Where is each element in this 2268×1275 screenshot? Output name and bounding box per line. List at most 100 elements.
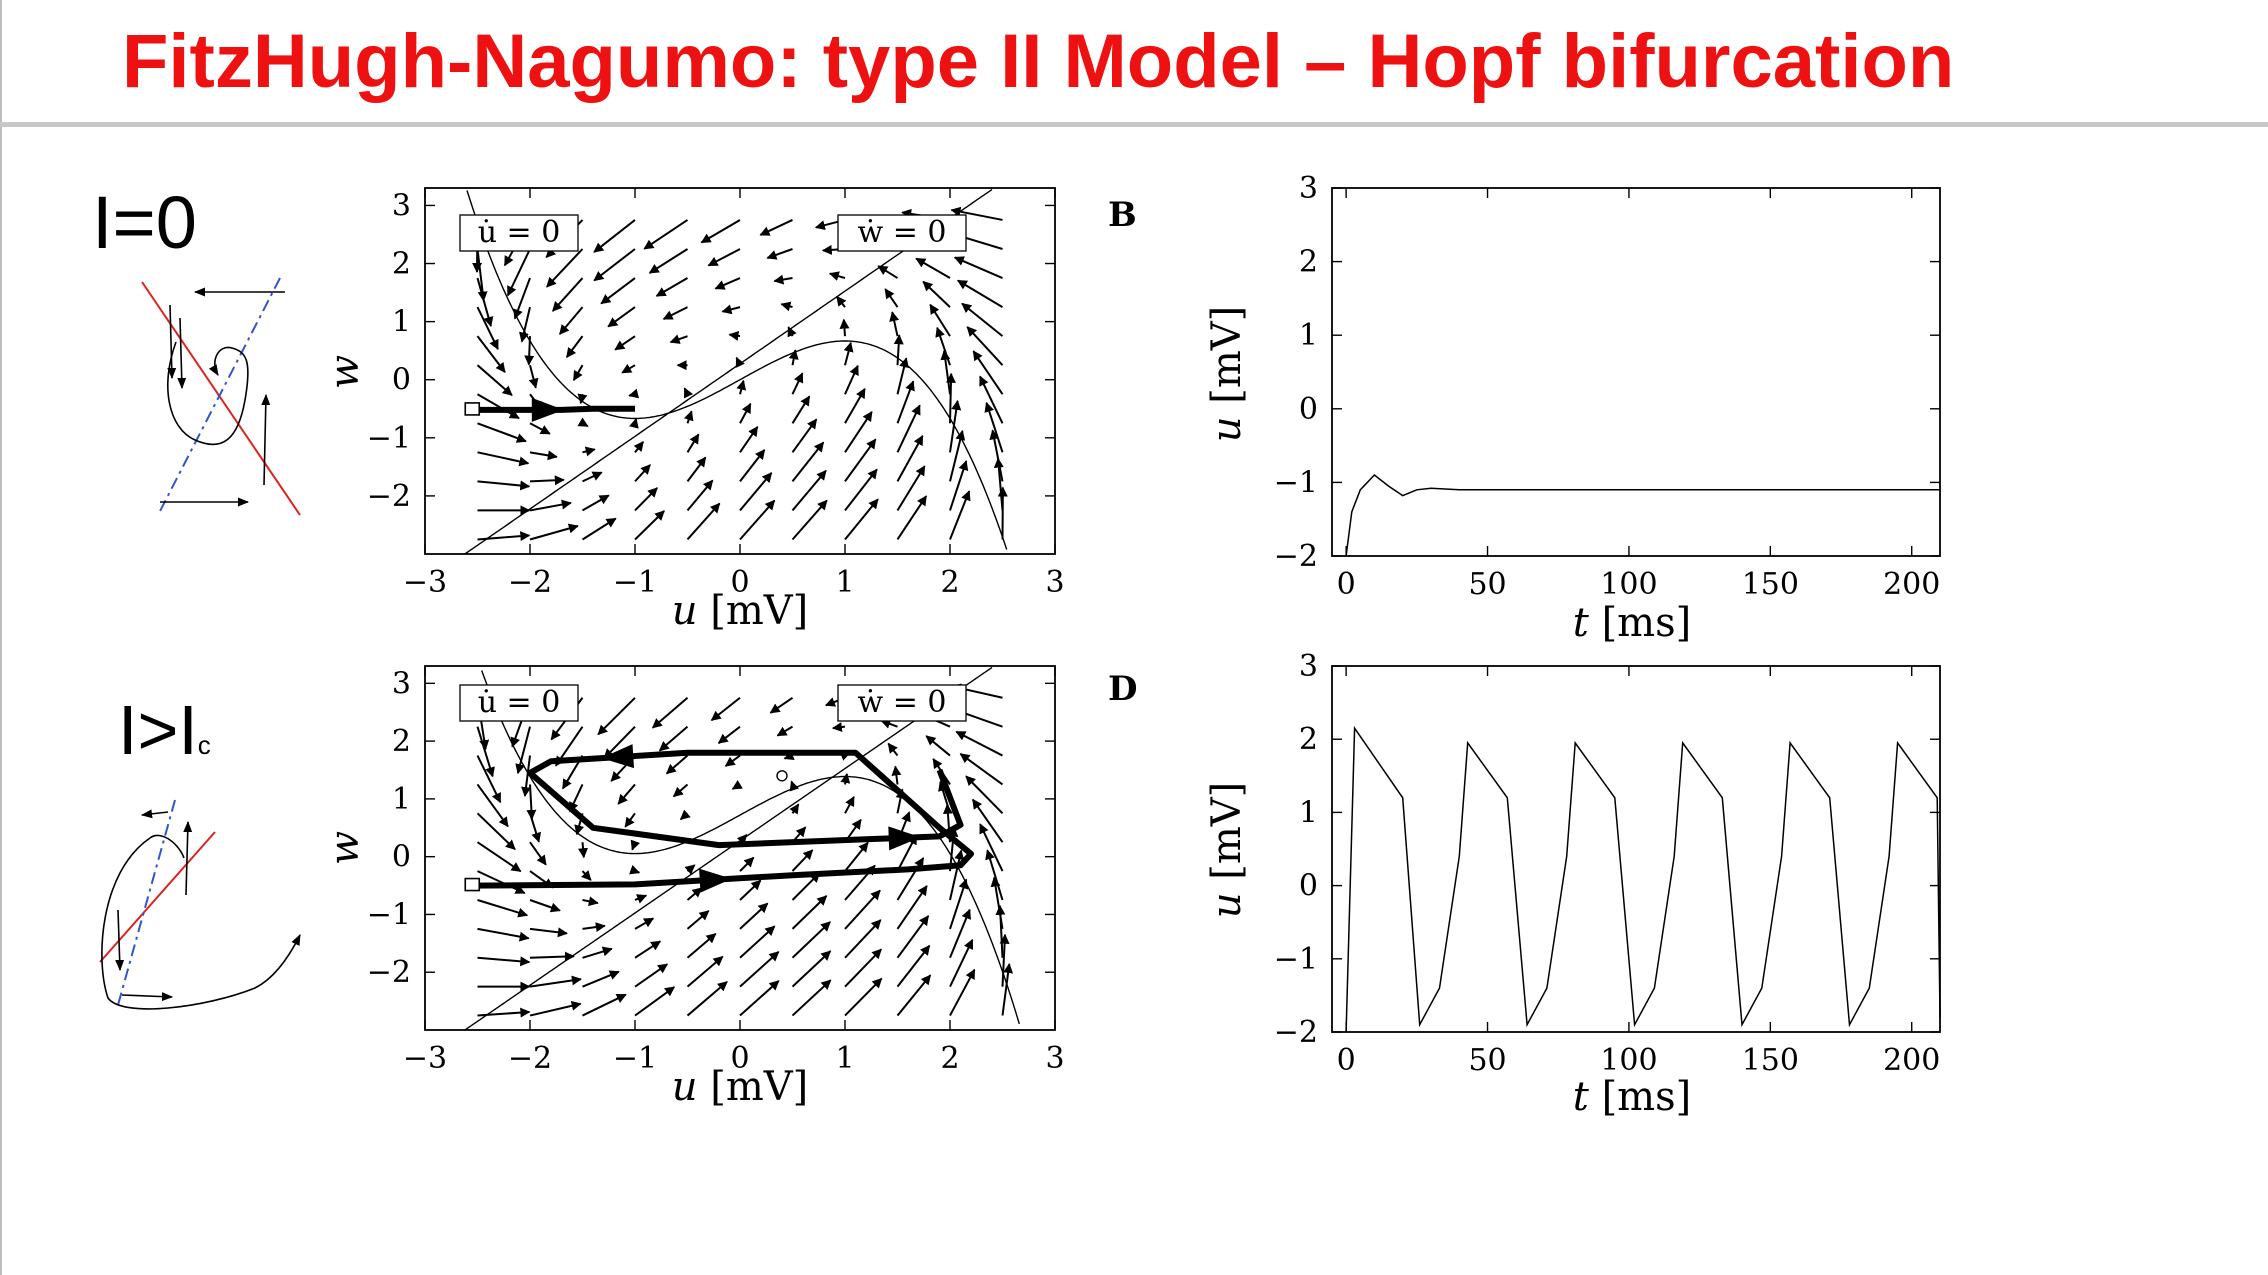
sketch-arrow-up — [183, 820, 193, 896]
y-unit: [mV] — [1204, 306, 1250, 404]
field-arrow — [529, 523, 579, 541]
y-tick-label: 1 — [1299, 318, 1318, 353]
x-tick-label: 150 — [1742, 567, 1799, 602]
sketch-arrow-right — [121, 992, 174, 1002]
field-arrow — [529, 951, 575, 962]
field-arrow — [634, 487, 658, 512]
sketch-bottom — [99, 799, 301, 1010]
y-tick-label: −1 — [367, 421, 411, 456]
y-tick-label: 2 — [392, 724, 411, 759]
field-arrow — [925, 735, 951, 757]
field-arrow — [844, 948, 882, 988]
time-plot-top: 0 50 100 150 200 3 2 1 0 −1 −2 t [ms] u [mV] B — [1108, 171, 1941, 646]
x-tick-label: −2 — [508, 565, 552, 600]
field-arrow — [971, 798, 1004, 843]
field-arrow — [707, 248, 741, 267]
field-arrow — [529, 927, 568, 938]
x-tick-label: −1 — [613, 1041, 657, 1076]
field-arrow — [938, 780, 951, 814]
field-arrow — [990, 876, 1004, 930]
field-arrow — [844, 889, 881, 930]
x-unit: [mV] — [710, 1064, 808, 1110]
sketch-top — [141, 277, 301, 516]
field-arrow — [791, 395, 811, 424]
field-arrow — [686, 910, 710, 930]
field-arrow — [896, 495, 928, 541]
field-arrow — [686, 433, 700, 453]
x-ticks: −3 −2 −1 0 1 2 3 — [403, 188, 1065, 600]
y-tick-label: −2 — [1274, 1015, 1318, 1050]
y-ticks: 3 2 1 0 −1 −2 — [367, 666, 1055, 990]
field-arrow — [582, 471, 603, 483]
y-tick-label: 1 — [1299, 795, 1318, 830]
field-arrow — [791, 895, 828, 930]
x-axis-label: t [ms] — [1573, 600, 1691, 646]
x-tick-label: 200 — [1883, 1043, 1940, 1078]
field-arrow — [955, 730, 1003, 757]
y-ticks: 3 2 1 0 −1 −2 — [1274, 649, 1940, 1050]
field-arrow — [896, 434, 924, 482]
y-ticks: 3 2 1 0 −1 −2 — [367, 188, 1055, 514]
field-arrow — [710, 696, 741, 722]
field-arrow — [476, 812, 516, 851]
u-nullcline-label: u̇ = 0 — [478, 215, 561, 250]
field-arrow — [572, 364, 584, 382]
field-arrow — [600, 277, 636, 305]
fixed-point — [776, 770, 788, 782]
field-arrow — [633, 441, 644, 453]
slide-border — [0, 0, 2, 1275]
w-nullcline-label: ẇ = 0 — [858, 685, 947, 720]
field-arrow — [477, 422, 527, 443]
field-arrow — [476, 248, 488, 302]
x-tick-label: 100 — [1600, 1043, 1657, 1078]
field-arrow — [844, 498, 879, 541]
sketch-blue-nullcline — [157, 277, 281, 516]
field-arrow — [949, 399, 962, 453]
field-arrow — [896, 834, 918, 872]
field-arrow — [780, 301, 793, 312]
field-arrow — [728, 330, 741, 341]
field-arrow — [506, 248, 531, 297]
field-arrow — [949, 429, 966, 482]
field-arrow — [965, 775, 1004, 815]
field-arrow — [565, 335, 584, 358]
y-tick-label: −1 — [367, 897, 411, 932]
field-arrow — [477, 899, 529, 918]
field-arrow — [887, 742, 899, 757]
field-arrow — [634, 940, 662, 959]
field-arrow — [945, 372, 956, 424]
sketch-arrow-up — [261, 393, 271, 486]
u-nullcline — [481, 670, 1020, 1025]
field-arrow — [648, 248, 689, 274]
field-arrow — [714, 277, 741, 290]
field-arrow — [577, 393, 588, 405]
x-tick-label: 2 — [940, 1041, 959, 1076]
field-arrow — [669, 334, 688, 344]
field-arrow — [949, 849, 965, 901]
x-tick-label: 50 — [1468, 567, 1506, 602]
field-arrow — [791, 921, 831, 959]
y-tick-label: 0 — [1299, 869, 1318, 904]
field-arrow — [603, 725, 636, 759]
field-arrow — [787, 326, 797, 338]
field-arrow — [624, 812, 636, 828]
field-arrow — [546, 248, 584, 288]
field-arrow — [979, 823, 1004, 872]
x-axis-label: u [mV] — [672, 588, 809, 634]
field-arrow — [529, 899, 561, 913]
title-underline — [0, 122, 2268, 127]
field-arrow — [614, 335, 636, 351]
field-arrow — [552, 277, 584, 312]
w-nullcline-label: ẇ = 0 — [858, 215, 947, 250]
field-arrow — [896, 465, 926, 511]
y-axis-label: u [mV] — [1204, 782, 1250, 919]
x-unit: [ms] — [1602, 600, 1692, 646]
x-var: u — [672, 1064, 698, 1110]
field-arrow — [889, 311, 900, 337]
field-arrow — [739, 925, 776, 959]
x-tick-label: 2 — [940, 565, 959, 600]
field-arrow — [739, 402, 752, 424]
field-arrow — [828, 271, 846, 281]
y-tick-label: −2 — [367, 479, 411, 514]
